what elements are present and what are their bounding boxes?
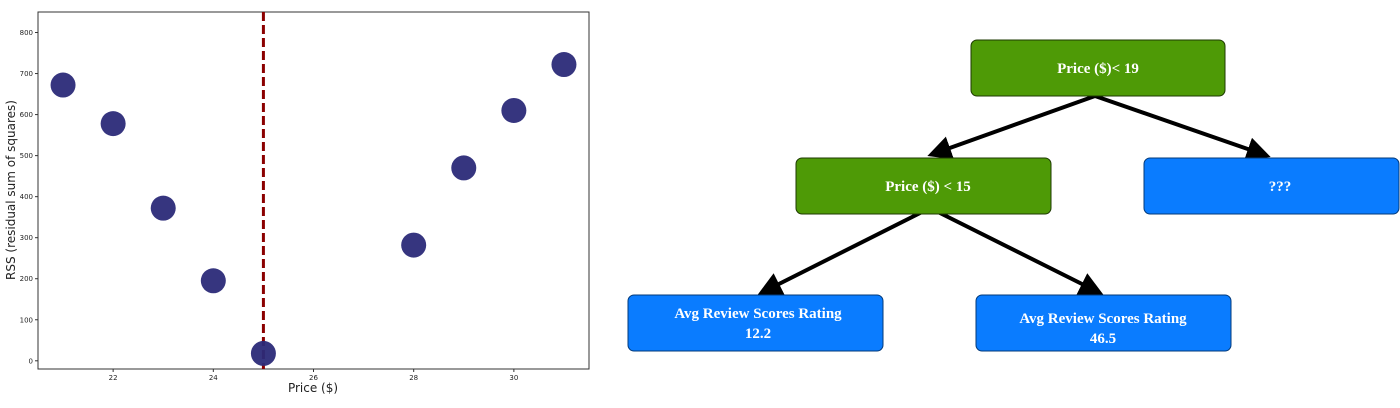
- edge-left-leaf1: [757, 206, 931, 295]
- node-right-box: [1143, 157, 1400, 215]
- data-point: [451, 155, 477, 181]
- edge-root-right: [1094, 94, 1271, 161]
- node-left: Price ($) < 15: [795, 157, 1052, 215]
- y-tick-label: 200: [20, 275, 33, 283]
- y-tick-label: 600: [20, 111, 33, 119]
- edge-root-left: [927, 94, 1096, 160]
- node-right: ???: [1143, 157, 1400, 215]
- data-point: [150, 195, 176, 221]
- scatter-points: [50, 52, 577, 366]
- node-root-label: Price ($)< 19: [1057, 61, 1139, 77]
- node-leaf2: Avg Review Scores Rating 46.5: [975, 294, 1232, 352]
- data-point: [501, 97, 527, 123]
- x-axis-title: Price ($): [288, 381, 338, 395]
- y-axis-title: RSS (residual sum of squares): [4, 100, 18, 280]
- data-point: [250, 340, 276, 366]
- node-leaf1: Avg Review Scores Rating 12.2: [627, 294, 884, 352]
- data-point: [401, 232, 427, 258]
- data-point: [100, 111, 126, 137]
- node-leaf2-line1: Avg Review Scores Rating: [1019, 311, 1187, 327]
- y-axis-ticks: 0 100 200 300 400 500 600 700 800: [20, 29, 38, 365]
- node-leaf1-line1: Avg Review Scores Rating: [674, 306, 842, 322]
- y-tick-label: 400: [20, 193, 33, 201]
- x-tick-label: 30: [509, 374, 518, 382]
- node-leaf1-box: [627, 294, 884, 352]
- x-tick-label: 22: [109, 374, 118, 382]
- node-leaf1-line2: 12.2: [745, 326, 771, 342]
- x-tick-label: 28: [409, 374, 418, 382]
- y-tick-label: 100: [20, 316, 33, 324]
- plot-frame: [37, 11, 590, 370]
- x-axis-ticks: 22 24 26 28 30: [109, 369, 518, 382]
- edge-left-leaf2: [929, 206, 1104, 295]
- node-left-box: [795, 157, 1052, 215]
- y-tick-label: 0: [29, 357, 33, 365]
- node-root: Price ($)< 19: [970, 39, 1226, 97]
- rss-scatter-chart: 22 24 26 28 30 0 100 200 300 400 500 600 700 800 Pri…: [4, 11, 590, 395]
- data-point: [551, 52, 577, 78]
- y-tick-label: 500: [20, 152, 33, 160]
- decision-tree-diagram: Price ($)< 19 Price ($) < 15 ??? Avg Rev…: [627, 39, 1400, 352]
- y-tick-label: 800: [20, 29, 33, 37]
- node-right-label: ???: [1269, 179, 1292, 195]
- y-tick-label: 300: [20, 234, 33, 242]
- x-tick-label: 26: [309, 374, 318, 382]
- data-point: [50, 72, 76, 98]
- x-tick-label: 24: [209, 374, 218, 382]
- node-leaf2-line2: 46.5: [1090, 331, 1116, 347]
- node-root-box: [970, 39, 1226, 97]
- node-left-label: Price ($) < 15: [885, 179, 971, 195]
- node-leaf2-box: [975, 294, 1232, 352]
- y-tick-label: 700: [20, 70, 33, 78]
- data-point: [200, 268, 226, 294]
